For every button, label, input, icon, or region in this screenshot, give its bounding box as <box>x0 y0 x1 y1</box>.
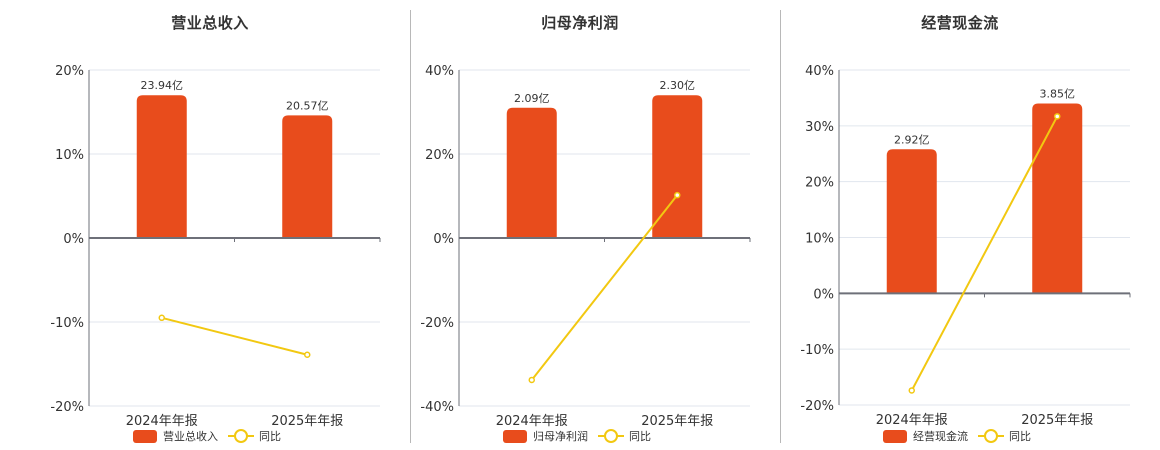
legend-bar-swatch[interactable] <box>503 429 527 443</box>
bar-value-label: 3.85亿 <box>1040 88 1076 101</box>
bar[interactable] <box>282 115 333 238</box>
x-tick-label: 2025年年报 <box>1021 413 1093 428</box>
x-tick-label: 2024年年报 <box>126 414 198 429</box>
legend-bar-label[interactable]: 经营现金流 <box>913 430 968 443</box>
y-tick-label: -20% <box>50 400 84 415</box>
bar-value-label: 23.94亿 <box>141 79 184 92</box>
bar-value-label: 2.09亿 <box>514 92 550 105</box>
bar[interactable] <box>1032 103 1083 294</box>
y-tick-label: 0% <box>433 232 454 247</box>
bar[interactable] <box>506 107 557 238</box>
y-tick-label: 40% <box>425 64 454 79</box>
x-tick-label: 2025年年报 <box>271 414 343 429</box>
y-tick-label: -40% <box>420 400 454 415</box>
bar-value-label: 20.57亿 <box>286 99 329 112</box>
legend-yoy-label[interactable]: 同比 <box>1009 430 1031 443</box>
bar-value-label: 2.92亿 <box>894 133 930 146</box>
yoy-point[interactable] <box>1054 113 1061 120</box>
chart-legend: 营业总收入 同比 <box>133 428 281 444</box>
chart-legend: 归母净利润 同比 <box>503 428 651 444</box>
y-tick-label: 20% <box>805 176 834 191</box>
y-tick-label: 0% <box>813 287 834 302</box>
chart-title: 归母净利润 <box>541 14 619 32</box>
y-tick-label: 10% <box>55 148 84 163</box>
y-tick-label: -10% <box>800 343 834 358</box>
y-tick-label: 0% <box>63 232 84 247</box>
yoy-line <box>161 316 308 356</box>
legend-line-swatch-icon[interactable] <box>598 429 624 443</box>
x-tick-label: 2024年年报 <box>876 413 948 428</box>
chart-panel-net-profit: 归母净利润 40% 20% 0% -20% -40% 2.09亿 2024年年报 2.30亿 2… <box>420 14 751 444</box>
y-tick-label: 40% <box>805 64 834 79</box>
yoy-line <box>530 194 679 381</box>
bar[interactable] <box>136 95 187 238</box>
chart-legend: 经营现金流 同比 <box>883 428 1031 444</box>
bar[interactable] <box>652 95 703 238</box>
y-tick-label: 30% <box>805 120 834 135</box>
x-tick-label: 2024年年报 <box>496 414 568 429</box>
legend-bar-label[interactable]: 归母净利润 <box>533 430 588 443</box>
chart-plot: 20% 10% 0% -10% -20% 23.94亿 2024年年报 20.57亿 2025年… <box>50 64 381 429</box>
yoy-point[interactable] <box>674 191 681 199</box>
y-tick-label: -20% <box>800 399 834 414</box>
y-tick-label: 10% <box>805 232 834 247</box>
yoy-point[interactable] <box>908 387 915 394</box>
chart-title: 经营现金流 <box>921 14 999 32</box>
yoy-point[interactable] <box>158 314 165 322</box>
legend-yoy-label[interactable]: 同比 <box>629 430 651 443</box>
y-tick-label: 20% <box>425 148 454 163</box>
legend-bar-swatch[interactable] <box>883 429 907 443</box>
y-tick-label: -10% <box>50 316 84 331</box>
chart-title: 营业总收入 <box>171 14 249 32</box>
yoy-point[interactable] <box>304 351 311 359</box>
bar-value-label: 2.30亿 <box>660 79 696 92</box>
chart-plot: 40% 20% 0% -20% -40% 2.09亿 2024年年报 2.30亿 2025年年报 <box>420 64 751 429</box>
legend-bar-swatch[interactable] <box>133 429 157 443</box>
legend-line-swatch-icon[interactable] <box>228 429 254 443</box>
legend-yoy-label[interactable]: 同比 <box>259 430 281 443</box>
chart-panel-revenue: 营业总收入 20% 10% 0% -10% -20% 23.94亿 2024年年报 20.57… <box>0 0 410 450</box>
yoy-point[interactable] <box>528 376 535 384</box>
panel-separator <box>410 10 411 443</box>
y-tick-label: 20% <box>55 64 84 79</box>
bar[interactable] <box>886 149 937 294</box>
legend-bar-label[interactable]: 营业总收入 <box>163 430 218 443</box>
panel-separator <box>780 10 781 443</box>
yoy-line <box>910 115 1059 391</box>
legend-line-swatch-icon[interactable] <box>978 429 1004 443</box>
y-tick-label: -20% <box>420 316 454 331</box>
x-tick-label: 2025年年报 <box>641 414 713 429</box>
